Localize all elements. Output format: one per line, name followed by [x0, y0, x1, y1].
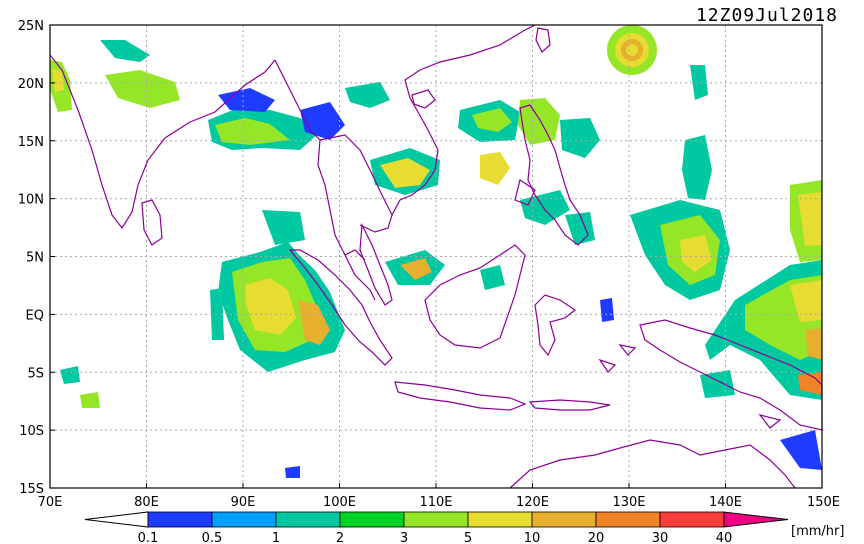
lon-label: 130E — [612, 495, 645, 510]
lat-label: 10S — [19, 424, 44, 439]
lat-label: 20N — [18, 77, 44, 92]
lat-label: 5N — [26, 251, 44, 266]
colorbar-tick-label: 0.5 — [202, 531, 223, 544]
lat-label: 25N — [18, 19, 44, 34]
lat-label: 15N — [18, 135, 44, 150]
colorbar-swatch — [275, 511, 341, 528]
colorbar-swatch — [403, 511, 469, 528]
colorbar-swatch — [339, 511, 405, 528]
colorbar-swatch — [467, 511, 533, 528]
colorbar-swatch — [595, 511, 661, 528]
map-title: 12Z09Jul2018 — [696, 5, 838, 26]
colorbar-tick-label: 10 — [524, 531, 541, 544]
longitude-labels: 70E 80E 90E 100E 110E 120E 130E 140E 150E — [38, 483, 840, 510]
precipitation-field — [50, 25, 822, 478]
colorbar-tick-label: 1 — [272, 531, 280, 544]
lon-label: 150E — [807, 495, 840, 510]
colorbar-tick-label: 20 — [588, 531, 605, 544]
colorbar-swatch — [147, 511, 213, 528]
colorbar-swatch — [531, 511, 597, 528]
lon-label: 100E — [323, 495, 356, 510]
colorbar-tick-label: 2 — [336, 531, 344, 544]
graticule — [50, 25, 822, 488]
colorbar-tick-label: 40 — [716, 531, 733, 544]
colorbar-tick-label: 0.1 — [138, 531, 159, 544]
colorbar-tick-label: 3 — [400, 531, 408, 544]
latitude-labels: 25N 20N 15N 10N 5N EQ 5S 10S 15S — [18, 19, 55, 497]
lon-label: 90E — [231, 495, 256, 510]
lat-label: EQ — [26, 308, 44, 323]
coastlines — [49, 24, 823, 489]
map-area — [49, 24, 823, 489]
colorbar-over-triangle — [723, 511, 789, 528]
units-label: [mm/hr] — [791, 524, 844, 539]
lat-label: 15S — [19, 482, 44, 497]
colorbar: 0.1 0.5 1 2 3 5 10 20 30 40 — [84, 511, 789, 544]
lon-label: 140E — [709, 495, 742, 510]
colorbar-swatch — [211, 511, 277, 528]
colorbar-under-triangle — [84, 511, 149, 528]
lon-label: 120E — [516, 495, 549, 510]
lat-label: 10N — [18, 193, 44, 208]
lon-label: 110E — [419, 495, 452, 510]
colorbar-tick-label: 5 — [464, 531, 472, 544]
colorbar-tick-label: 30 — [652, 531, 669, 544]
lon-label: 70E — [38, 495, 63, 510]
lon-label: 80E — [134, 495, 159, 510]
lat-label: 5S — [27, 366, 44, 381]
colorbar-swatch — [659, 511, 725, 528]
